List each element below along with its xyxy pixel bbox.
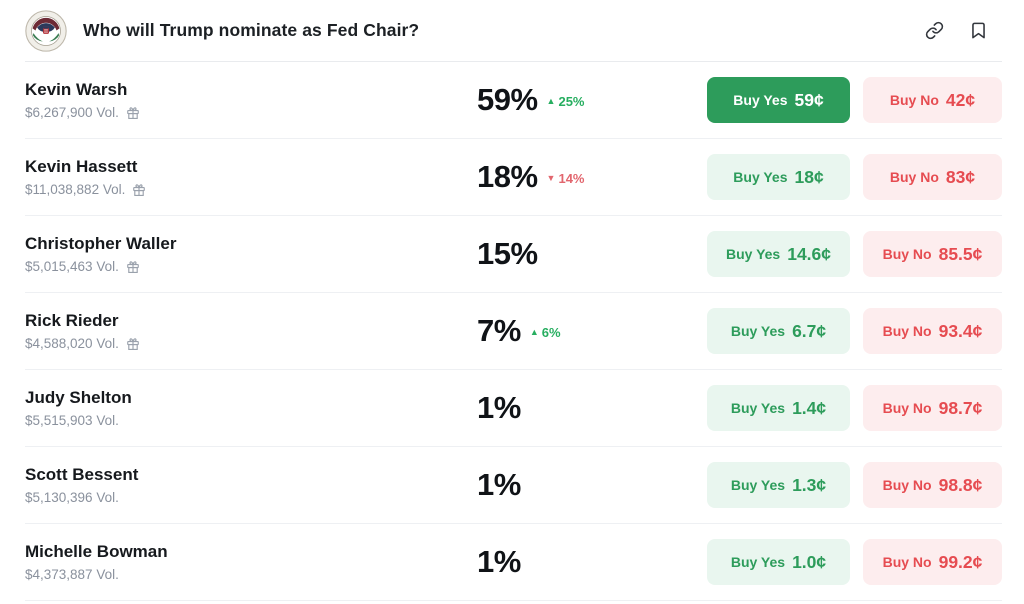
outcome-row: Michelle Bowman $4,373,887 Vol. 1% Buy Y… [25, 524, 1002, 601]
outcome-volume: $5,015,463 Vol. [25, 259, 119, 274]
buy-yes-button[interactable]: Buy Yes 18¢ [707, 154, 850, 200]
gift-icon[interactable] [126, 337, 140, 351]
market-title[interactable]: Who will Trump nominate as Fed Chair? [83, 20, 420, 40]
outcome-row: Rick Rieder $4,588,020 Vol. 7% ▲ 6 [25, 293, 1002, 370]
outcome-name: Scott Bessent [25, 465, 139, 484]
outcome-name: Michelle Bowman [25, 542, 168, 561]
outcome-chance: 18% [477, 159, 538, 194]
change-arrow-icon: ▼ [546, 173, 556, 183]
buy-no-button[interactable]: Buy No 98.8¢ [863, 462, 1002, 508]
price-change-indicator: ▲ 25% [546, 94, 585, 109]
outcome-chance: 59% [477, 82, 538, 117]
outcome-row: Scott Bessent $5,130,396 Vol. 1% Buy Yes… [25, 447, 1002, 524]
outcome-volume: $11,038,882 Vol. [25, 182, 126, 197]
outcome-chance: 1% [477, 390, 521, 425]
outcome-volume: $4,373,887 Vol. [25, 567, 119, 582]
outcome-row: Christopher Waller $5,015,463 Vol. 15% [25, 216, 1002, 293]
bookmark-icon[interactable] [968, 21, 988, 41]
outcome-row: Kevin Hassett $11,038,882 Vol. 18% ▼ [25, 139, 1002, 216]
buy-yes-button[interactable]: Buy Yes 1.4¢ [707, 385, 850, 431]
outcome-volume: $5,130,396 Vol. [25, 490, 119, 505]
outcome-row: Kevin Warsh $6,267,900 Vol. 59% ▲ [25, 62, 1002, 139]
buy-yes-button[interactable]: Buy Yes 59¢ [707, 77, 850, 123]
outcome-volume: $5,515,903 Vol. [25, 413, 119, 428]
outcome-volume: $6,267,900 Vol. [25, 105, 119, 120]
buy-no-button[interactable]: Buy No 42¢ [863, 77, 1002, 123]
federal-reserve-seal-logo [25, 9, 67, 52]
gift-icon[interactable] [132, 183, 146, 197]
header-actions [924, 21, 1002, 41]
outcome-chance: 1% [477, 544, 521, 579]
buy-no-button[interactable]: Buy No 99.2¢ [863, 539, 1002, 585]
price-change-indicator: ▲ 6% [529, 325, 561, 340]
buy-yes-button[interactable]: Buy Yes 14.6¢ [707, 231, 850, 277]
buy-no-button[interactable]: Buy No 83¢ [863, 154, 1002, 200]
outcome-name: Judy Shelton [25, 388, 132, 407]
outcome-name: Kevin Hassett [25, 157, 138, 176]
gift-icon[interactable] [126, 260, 140, 274]
outcome-chance: 7% [477, 313, 521, 348]
outcome-volume: $4,588,020 Vol. [25, 336, 119, 351]
buy-yes-button[interactable]: Buy Yes 1.3¢ [707, 462, 850, 508]
buy-yes-button[interactable]: Buy Yes 6.7¢ [707, 308, 850, 354]
market-header: Who will Trump nominate as Fed Chair? [25, 0, 1002, 62]
outcome-name: Christopher Waller [25, 234, 177, 253]
outcome-name: Kevin Warsh [25, 80, 128, 99]
outcome-name: Rick Rieder [25, 311, 119, 330]
outcome-list: Kevin Warsh $6,267,900 Vol. 59% ▲ [25, 62, 1002, 601]
outcome-chance: 1% [477, 467, 521, 502]
link-icon[interactable] [924, 21, 944, 41]
outcome-row: Judy Shelton $5,515,903 Vol. 1% Buy Yes … [25, 370, 1002, 447]
gift-icon[interactable] [126, 106, 140, 120]
buy-no-button[interactable]: Buy No 93.4¢ [863, 308, 1002, 354]
buy-no-button[interactable]: Buy No 98.7¢ [863, 385, 1002, 431]
change-arrow-icon: ▲ [546, 96, 556, 106]
change-arrow-icon: ▲ [529, 327, 539, 337]
price-change-indicator: ▼ 14% [546, 171, 585, 186]
buy-no-button[interactable]: Buy No 85.5¢ [863, 231, 1002, 277]
buy-yes-button[interactable]: Buy Yes 1.0¢ [707, 539, 850, 585]
outcome-chance: 15% [477, 236, 538, 271]
